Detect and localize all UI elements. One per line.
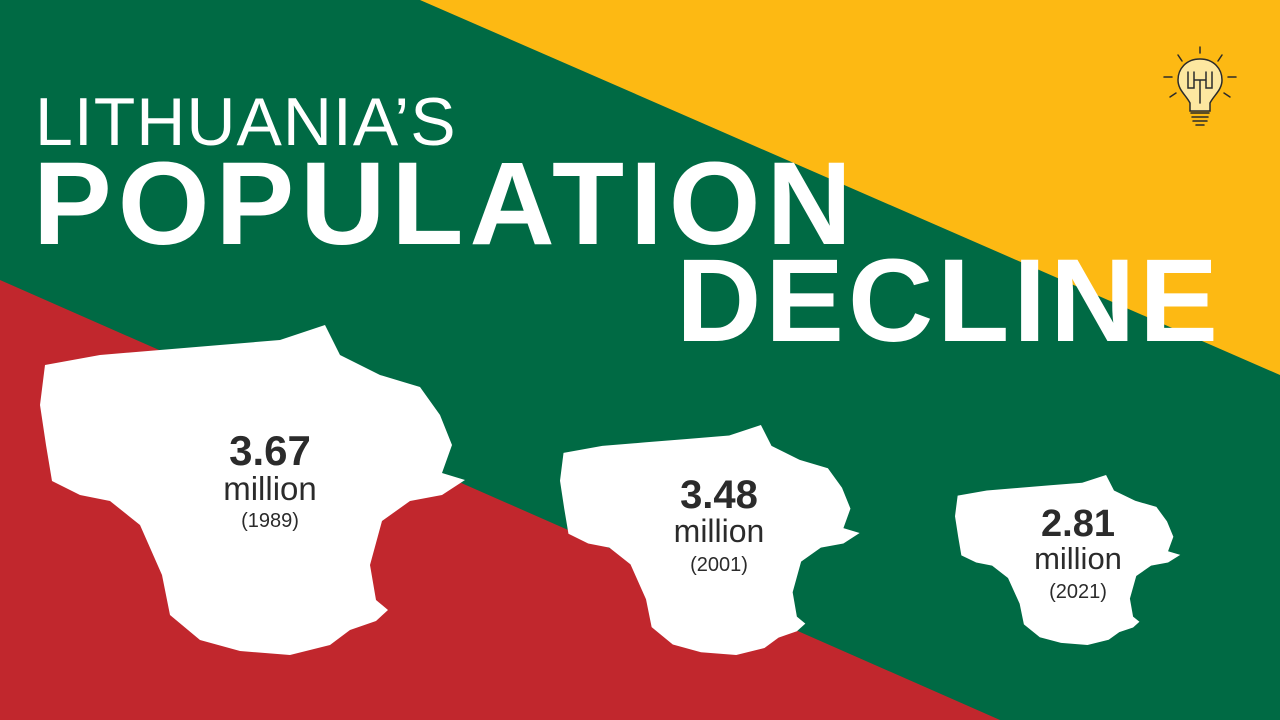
yellow-stripe	[420, 0, 1280, 375]
population-value: 3.67	[229, 427, 311, 474]
population-value: 2.81	[1041, 503, 1115, 545]
population-year: (1989)	[241, 510, 299, 532]
population-unit: million	[673, 513, 765, 549]
population-year: (2021)	[1049, 581, 1107, 603]
population-unit: million	[223, 470, 317, 507]
title-line-2: POPULATION	[33, 138, 858, 270]
lightbulb-icon	[1163, 46, 1237, 126]
map-label-2001: 3.48 million (2001)	[674, 475, 765, 575]
map-label-1989: 3.67 million (1989)	[223, 427, 317, 532]
population-value: 3.48	[680, 473, 758, 517]
population-unit: million	[1034, 541, 1122, 576]
population-year: (2001)	[690, 554, 748, 576]
title-line-3: DECLINE	[676, 235, 1222, 367]
title-line-1: LITHUANIA’S	[35, 84, 457, 160]
map-label-2021: 2.81 million (2021)	[1034, 505, 1122, 602]
